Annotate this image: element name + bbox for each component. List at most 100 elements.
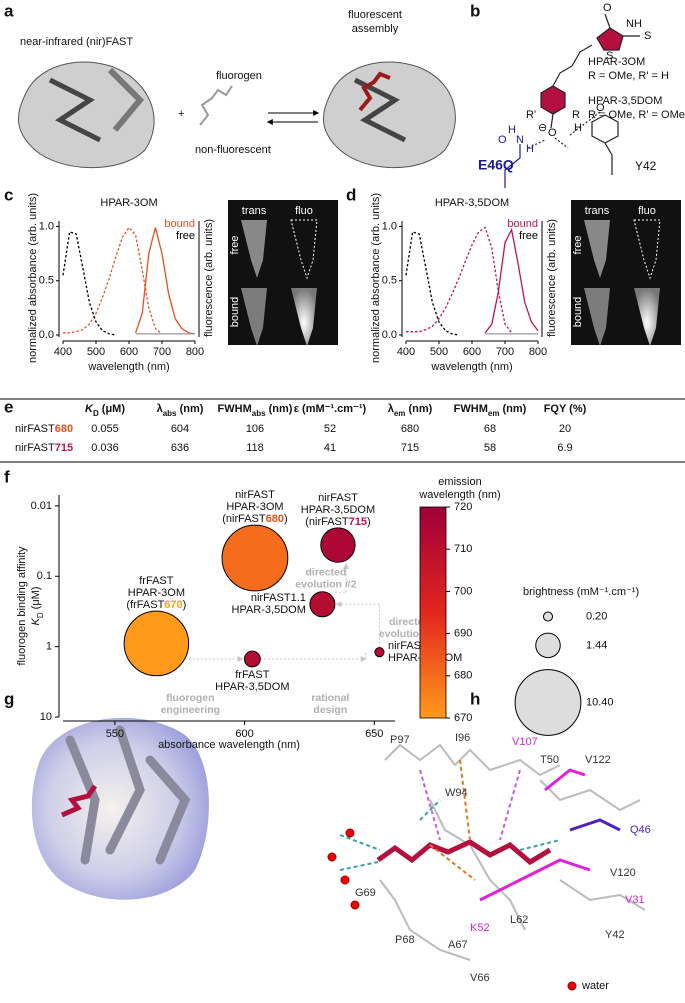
protein-surface: [31, 717, 209, 900]
x-tick-label: 400: [397, 346, 415, 358]
x-tick-label: 650: [365, 728, 383, 740]
text-part: nirFAST: [15, 442, 55, 454]
text-sub: em: [394, 409, 406, 418]
x-tick-label: 800: [529, 346, 547, 358]
tube: [241, 288, 267, 346]
image-label: free: [572, 236, 584, 255]
text-part: (nirFAST: [305, 516, 349, 528]
y2-axis-label: fluorescence (arb. units): [203, 219, 215, 337]
text-unit: (nm): [177, 403, 204, 415]
table-cell: 6.9: [557, 442, 572, 454]
text-part: 680: [266, 513, 284, 525]
text-main: ε (mM⁻¹.cm⁻¹): [294, 403, 367, 415]
text-main: K: [30, 618, 42, 626]
table-cell: 106: [246, 423, 264, 435]
x-tick-label: 600: [463, 346, 481, 358]
y-axis-label: fluorogen binding affinity: [16, 546, 28, 666]
bubble: [374, 647, 385, 658]
colorbar: [419, 506, 447, 719]
annotation: design: [313, 704, 347, 716]
y-tick-label: 0.0: [39, 329, 54, 341]
image-label: fluo: [638, 205, 656, 217]
text-unit: (nm): [266, 403, 293, 415]
colorbar-tick-label: 680: [454, 670, 472, 682]
atom: O: [603, 2, 612, 14]
x-tick-label: 400: [54, 346, 72, 358]
size-legend-label: 0.20: [586, 610, 607, 622]
residue-label: I96: [455, 732, 470, 744]
residue-label: V120: [610, 867, 636, 879]
text-part: (frFAST: [126, 599, 164, 611]
x-tick-label: 700: [153, 346, 171, 358]
residue-label: Y42: [605, 929, 625, 941]
table-cell: 680: [401, 423, 419, 435]
bubble-label: HPAR-3,5DOM: [215, 681, 289, 693]
annotation: fluorogen: [166, 692, 214, 704]
column-header: λem (nm): [388, 403, 433, 418]
y-axis-label: normalized absorbance (arb. units): [370, 193, 382, 363]
bubble-label: HPAR-3OM: [128, 587, 185, 599]
colorbar-title: emission: [438, 476, 481, 488]
bubble-label: (nirFAST715): [305, 516, 370, 528]
atom: NH: [626, 18, 642, 30]
y-tick-label: 1.0: [382, 220, 397, 232]
bubble-label: nirFAST1.1: [251, 592, 306, 604]
bubble-label: (nirFAST680): [222, 513, 287, 525]
chemical-structure: [504, 13, 640, 188]
x-axis-label: wavelength (nm): [87, 361, 169, 373]
table-cell: 58: [484, 442, 496, 454]
atom: ⊖: [538, 122, 547, 134]
bubble: [123, 610, 190, 677]
text-main: K: [85, 403, 94, 415]
legend-label: bound: [164, 218, 195, 230]
label: +: [178, 108, 184, 120]
text-part: 680: [55, 423, 73, 435]
atom: O: [596, 102, 605, 114]
residue-label: V31: [625, 894, 645, 906]
text-sub: abs: [163, 409, 177, 418]
text-main: FQY (%): [544, 403, 587, 415]
tube: [290, 219, 318, 280]
panel-letter: e: [4, 397, 13, 416]
atom: H: [526, 143, 534, 155]
x-tick-label: 700: [496, 346, 514, 358]
panel-letter: h: [470, 689, 480, 708]
fluorogen-molecule: [199, 85, 233, 126]
colorbar-title: wavelength (nm): [418, 489, 500, 501]
label: near-infrared (nir)FAST: [20, 36, 133, 48]
y2-axis-label: fluorescence (arb. units): [546, 219, 558, 337]
panel-letter: c: [4, 185, 13, 204]
bubble: [221, 524, 289, 592]
column-header: ε (mM⁻¹.cm⁻¹): [294, 403, 367, 415]
size-legend-label: 10.40: [586, 696, 614, 708]
text-part: (nirFAST: [222, 513, 266, 525]
table-cell: 52: [324, 423, 336, 435]
colorbar-tick-label: 720: [454, 501, 472, 513]
text-part: 670: [164, 599, 182, 611]
y-tick-label: 0.5: [382, 275, 397, 287]
spectrum-line: [406, 226, 513, 334]
residue-label: L62: [510, 914, 528, 926]
image-label: bound: [229, 297, 241, 328]
text-sub: abs: [252, 409, 266, 418]
panel-letter: a: [4, 1, 14, 20]
table-cell: 20: [559, 423, 571, 435]
bubble-label: (frFAST670): [126, 599, 186, 611]
colorbar-tick-label: 670: [454, 712, 472, 724]
tube: [241, 220, 267, 278]
text-part: ): [183, 599, 187, 611]
tube-photo: [228, 200, 338, 346]
atom: O: [498, 134, 507, 146]
table-cell: 118: [246, 442, 264, 454]
table-cell: 41: [324, 442, 336, 454]
spectrum-line: [134, 227, 196, 335]
table-cell: 0.055: [91, 423, 119, 435]
row-name: nirFAST680: [15, 423, 73, 435]
image-label: fluo: [295, 205, 313, 217]
x-tick-label: 500: [87, 346, 105, 358]
residue-label: P68: [395, 934, 415, 946]
legend-label: bound: [507, 218, 538, 230]
column-header: FQY (%): [544, 403, 587, 415]
